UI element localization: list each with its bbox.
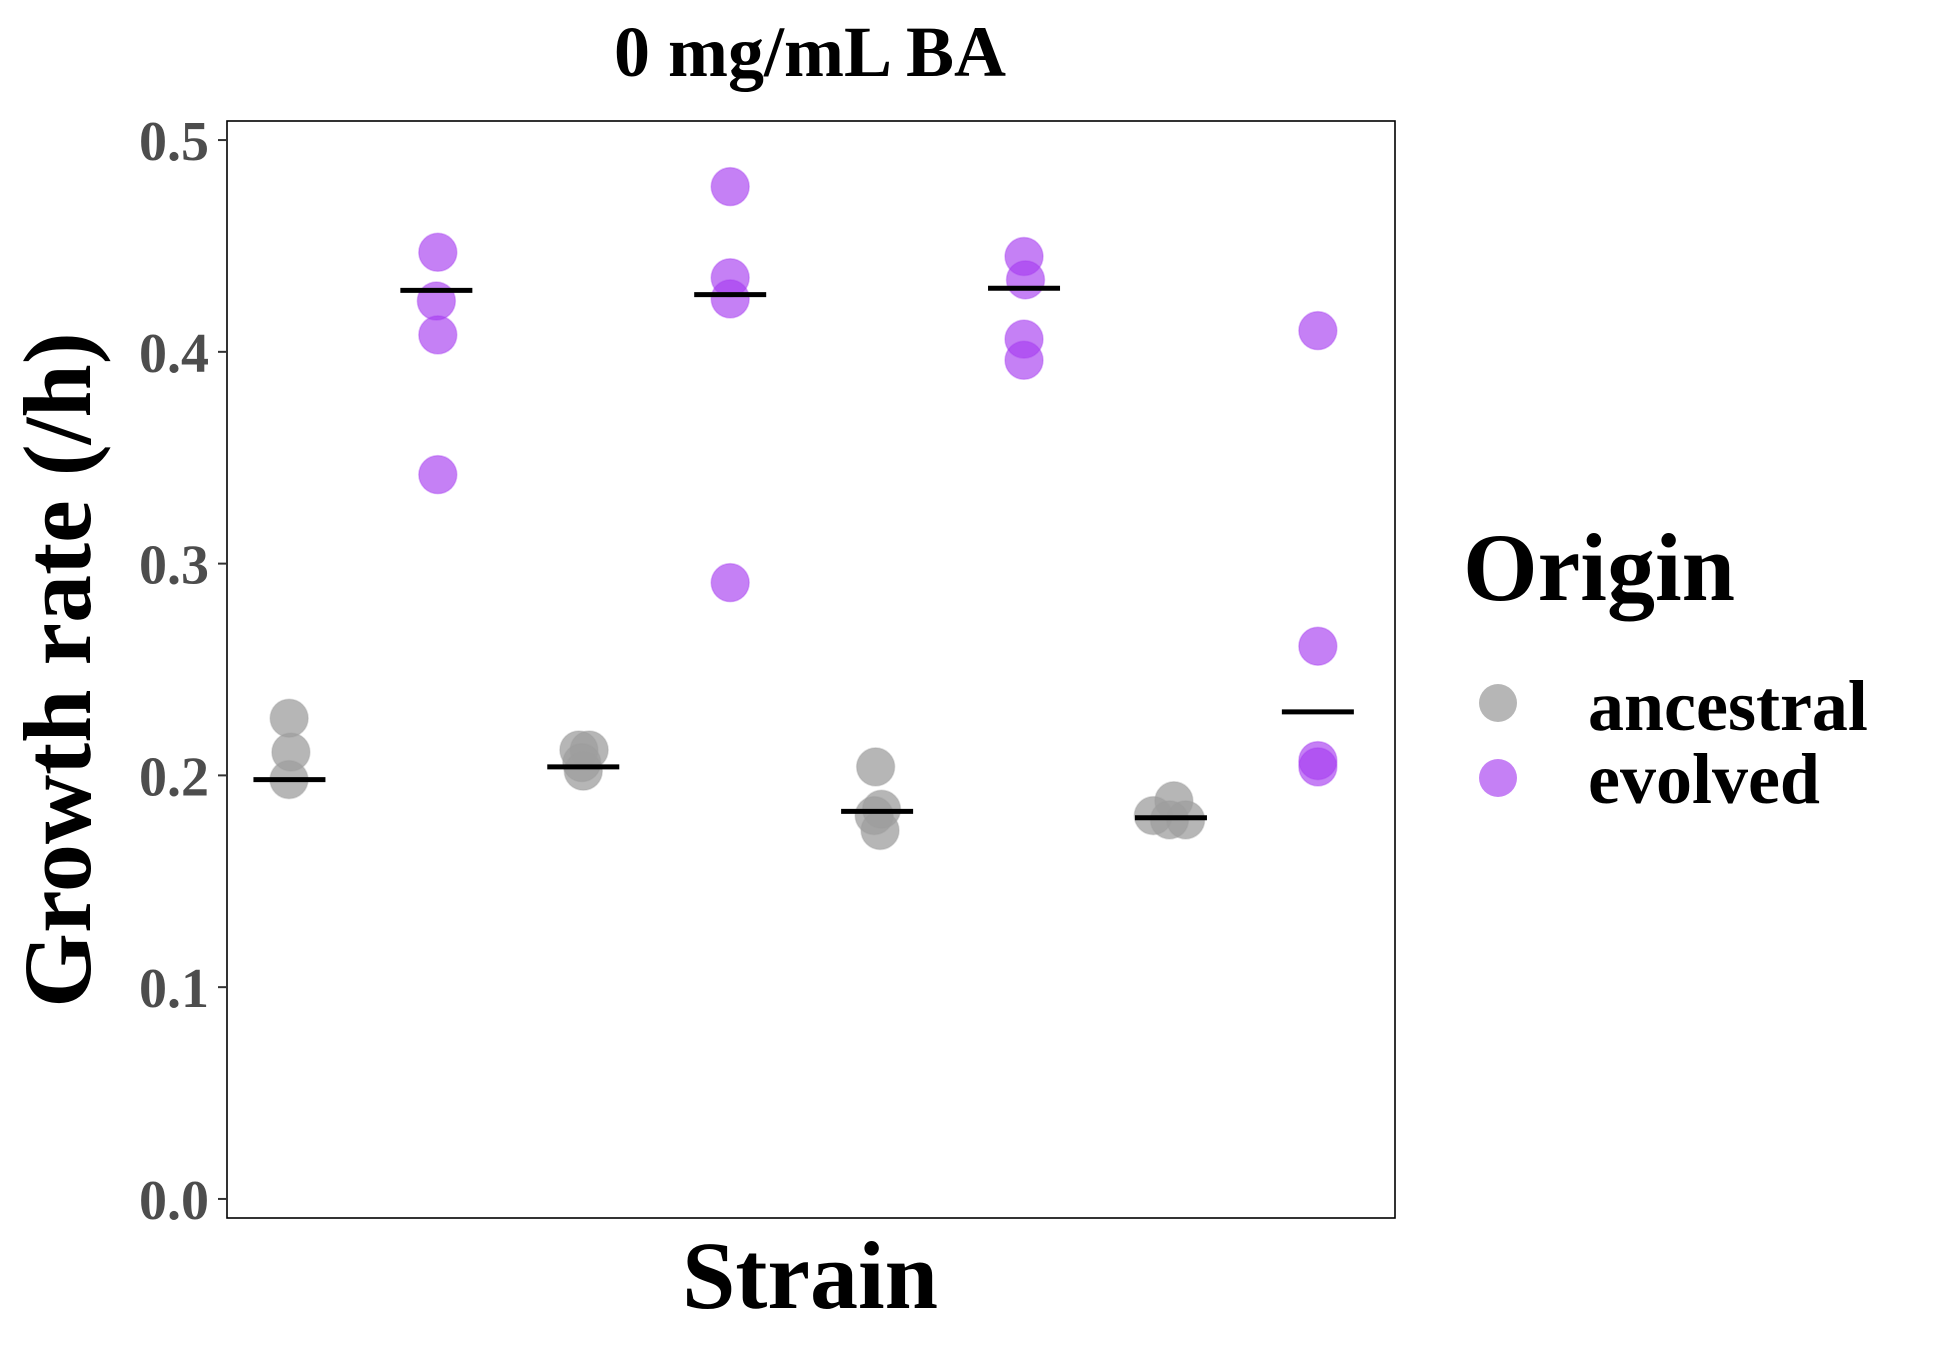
y-axis: 0.0 0.1 0.2 0.3 0.4 0.5 bbox=[139, 111, 227, 1232]
chart-title: 0 mg/mL BA bbox=[614, 12, 1006, 92]
y-tick-label-0.2: 0.2 bbox=[139, 746, 209, 808]
ancestral-point-strain3-4 bbox=[563, 751, 604, 791]
evolved-point-strain4-3 bbox=[710, 279, 750, 319]
evolved-point-strain4-4 bbox=[710, 562, 750, 603]
legend-label-ancestral: ancestral bbox=[1588, 666, 1868, 746]
x-axis-label: Strain bbox=[682, 1222, 938, 1329]
ancestral-point-strain5-4 bbox=[860, 810, 900, 851]
evolved-point-strain2-2 bbox=[416, 281, 457, 321]
y-tick-label-0.0: 0.0 bbox=[139, 1170, 209, 1232]
legend: Origin ancestral evolved bbox=[1463, 514, 1868, 819]
evolved-point-strain8-2 bbox=[1298, 626, 1338, 666]
evolved-point-strain2-4 bbox=[418, 454, 458, 495]
y-tick-label-0.4: 0.4 bbox=[139, 323, 209, 385]
evolved-point-strain6-4 bbox=[1004, 340, 1044, 381]
y-axis-label: Growth rate (/h) bbox=[4, 332, 111, 1007]
legend-key-ancestral bbox=[1479, 684, 1517, 722]
data-points bbox=[269, 166, 1338, 851]
evolved-point-strain2-3 bbox=[418, 315, 458, 355]
evolved-point-strain8-1 bbox=[1298, 310, 1338, 351]
ancestral-point-strain1-1 bbox=[269, 698, 309, 738]
mean-markers bbox=[253, 285, 1354, 821]
plot-panel bbox=[226, 120, 1396, 1219]
y-tick-label-0.3: 0.3 bbox=[139, 535, 209, 597]
legend-title: Origin bbox=[1463, 514, 1735, 621]
evolved-point-strain6-2 bbox=[1005, 260, 1046, 300]
evolved-point-strain4-1 bbox=[710, 166, 750, 207]
ancestral-point-strain5-1 bbox=[855, 747, 896, 787]
evolved-point-strain2-1 bbox=[418, 232, 458, 273]
legend-label-evolved: evolved bbox=[1588, 739, 1820, 819]
evolved-point-strain8-4 bbox=[1298, 747, 1338, 787]
legend-key-evolved bbox=[1479, 759, 1517, 797]
y-tick-label-0.1: 0.1 bbox=[139, 958, 209, 1020]
y-tick-label-0.5: 0.5 bbox=[139, 111, 209, 173]
